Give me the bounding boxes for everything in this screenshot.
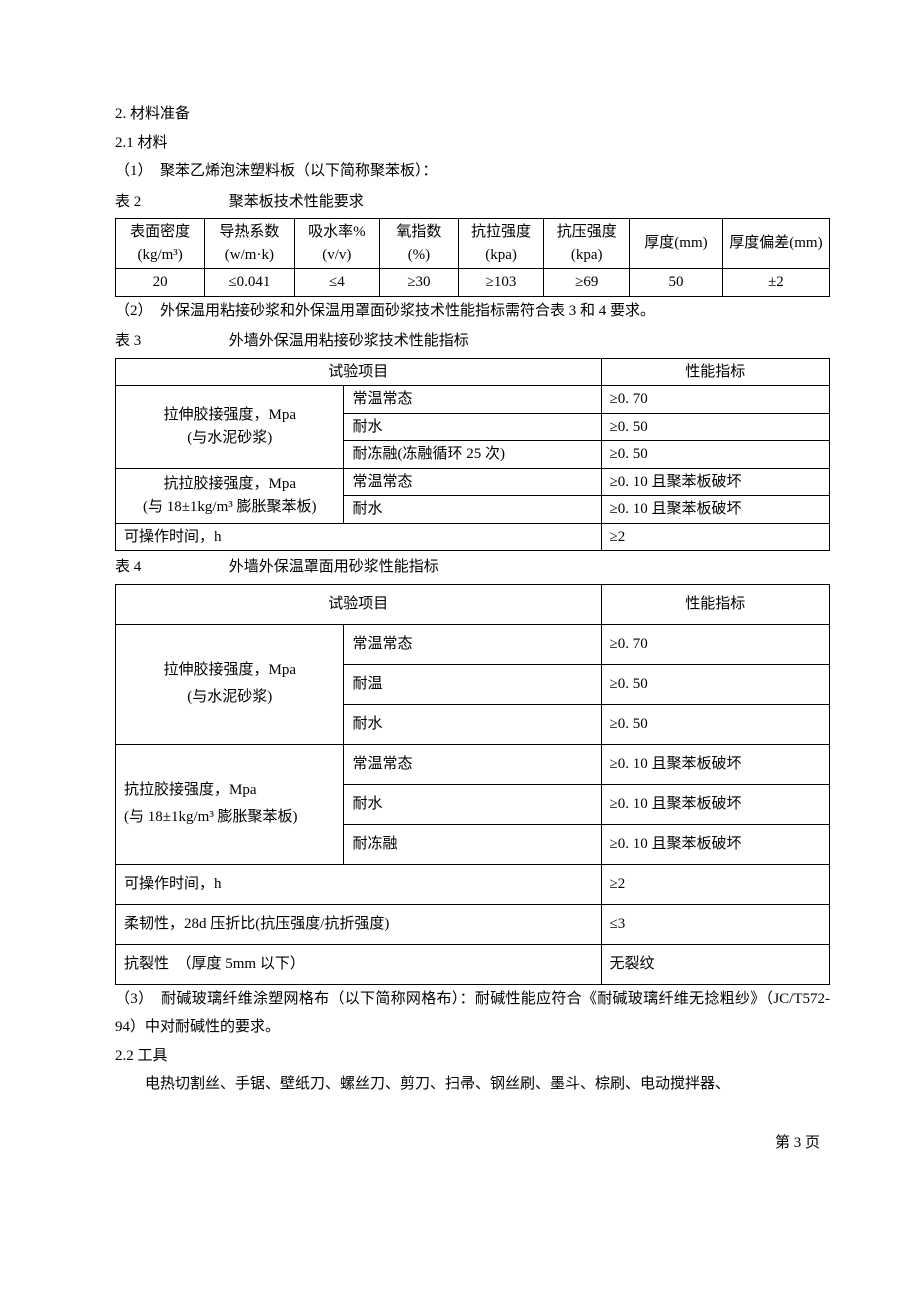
table-row: 20 ≤0.041 ≤4 ≥30 ≥103 ≥69 50 ±2 [116,269,830,297]
t3-r2a-c: 常温常态 [344,468,601,496]
table-4: 试验项目 性能指标 拉伸胶接强度，Mpa(与水泥砂浆) 常温常态 ≥0. 70 … [115,584,830,985]
table-row: 可操作时间，h ≥2 [116,523,830,551]
t2-h6: 厚度(mm) [630,219,723,269]
t3-r3-lbl: 可操作时间，h [116,523,602,551]
table-row: 拉伸胶接强度，Mpa(与水泥砂浆) 常温常态 ≥0. 70 [116,624,830,664]
t4-r5-lbl: 抗裂性 （厚度 5mm 以下） [116,944,602,984]
t4-r1c-v: ≥0. 50 [601,704,830,744]
t3-r1c-v: ≥0. 50 [601,441,830,469]
item-3: （3） 耐碱玻璃纤维涂塑网格布（以下简称网格布）：耐碱性能应符合《耐碱玻璃纤维无… [115,985,830,1042]
t4-r3-v: ≥2 [601,864,830,904]
table4-label: 表 4 [115,553,225,582]
t2-h3: 氧指数(%) [380,219,459,269]
t4-r1b-c: 耐温 [344,664,601,704]
t4-r1b-v: ≥0. 50 [601,664,830,704]
table-row: 抗裂性 （厚度 5mm 以下） 无裂纹 [116,944,830,984]
t3-r1b-v: ≥0. 50 [601,413,830,441]
table-row: 柔韧性，28d 压折比(抗压强度/抗折强度) ≤3 [116,904,830,944]
t4-r1-lbl: 拉伸胶接强度，Mpa(与水泥砂浆) [116,624,344,744]
heading-2-1: 2.1 材料 [115,129,830,158]
t2-h2: 吸水率%(v/v) [294,219,380,269]
t4-r1c-c: 耐水 [344,704,601,744]
table-2: 表面密度(kg/m³) 导热系数(w/m·k) 吸水率%(v/v) 氧指数(%)… [115,218,830,297]
t2-h7: 厚度偏差(mm) [722,219,829,269]
t4-r1a-v: ≥0. 70 [601,624,830,664]
t3-hdr-spec: 性能指标 [601,358,830,386]
table-row: 抗拉胶接强度，Mpa(与 18±1kg/m³ 膨胀聚苯板) 常温常态 ≥0. 1… [116,744,830,784]
t4-r2b-v: ≥0. 10 且聚苯板破坏 [601,784,830,824]
t3-r1a-c: 常温常态 [344,386,601,414]
t2-h5: 抗压强度(kpa) [544,219,630,269]
t4-r2-lbl: 抗拉胶接强度，Mpa(与 18±1kg/m³ 膨胀聚苯板) [116,744,344,864]
t2-h0: 表面密度(kg/m³) [116,219,205,269]
table4-caption: 表 4 外墙外保温罩面用砂浆性能指标 [115,553,830,582]
table-row: 试验项目 性能指标 [116,358,830,386]
t4-r4-v: ≤3 [601,904,830,944]
t2-c1: ≤0.041 [205,269,294,297]
t3-r2-lbl: 抗拉胶接强度，Mpa(与 18±1kg/m³ 膨胀聚苯板) [116,468,344,523]
tools-paragraph: 电热切割丝、手锯、壁纸刀、螺丝刀、剪刀、扫帚、钢丝刷、墨斗、棕刷、电动搅拌器、 [115,1070,830,1099]
t2-c7: ±2 [722,269,829,297]
t3-r1-lbl: 拉伸胶接强度，Mpa(与水泥砂浆) [116,386,344,469]
t4-r3-lbl: 可操作时间，h [116,864,602,904]
t2-h1: 导热系数(w/m·k) [205,219,294,269]
item-2: （2） 外保温用粘接砂浆和外保温用罩面砂浆技术性能指标需符合表 3 和 4 要求… [115,297,830,326]
table2-caption: 表 2 聚苯板技术性能要求 [115,188,830,217]
t4-r2c-c: 耐冻融 [344,824,601,864]
t2-c2: ≤4 [294,269,380,297]
heading-2: 2. 材料准备 [115,100,830,129]
t2-c4: ≥103 [458,269,544,297]
t4-r2a-c: 常温常态 [344,744,601,784]
t2-c3: ≥30 [380,269,459,297]
t4-hdr-item: 试验项目 [116,584,602,624]
t3-r2b-c: 耐水 [344,496,601,524]
t3-r1c-c: 耐冻融(冻融循环 25 次) [344,441,601,469]
table-row: 表面密度(kg/m³) 导热系数(w/m·k) 吸水率%(v/v) 氧指数(%)… [116,219,830,269]
table-3: 试验项目 性能指标 拉伸胶接强度，Mpa(与水泥砂浆) 常温常态 ≥0. 70 … [115,358,830,552]
item-1: （1） 聚苯乙烯泡沫塑料板（以下简称聚苯板）： [115,157,830,186]
t3-r3-v: ≥2 [601,523,830,551]
t3-r1a-v: ≥0. 70 [601,386,830,414]
t4-r5-v: 无裂纹 [601,944,830,984]
table4-title: 外墙外保温罩面用砂浆性能指标 [229,559,439,575]
t3-r2b-v: ≥0. 10 且聚苯板破坏 [601,496,830,524]
t4-hdr-spec: 性能指标 [601,584,830,624]
table2-label: 表 2 [115,188,225,217]
t4-r4-lbl: 柔韧性，28d 压折比(抗压强度/抗折强度) [116,904,602,944]
t4-r2b-c: 耐水 [344,784,601,824]
t2-c6: 50 [630,269,723,297]
table-row: 抗拉胶接强度，Mpa(与 18±1kg/m³ 膨胀聚苯板) 常温常态 ≥0. 1… [116,468,830,496]
table-row: 试验项目 性能指标 [116,584,830,624]
table3-label: 表 3 [115,327,225,356]
page-footer: 第 3 页 [115,1129,830,1158]
t4-r2a-v: ≥0. 10 且聚苯板破坏 [601,744,830,784]
t2-c5: ≥69 [544,269,630,297]
table-row: 拉伸胶接强度，Mpa(与水泥砂浆) 常温常态 ≥0. 70 [116,386,830,414]
t3-r2a-v: ≥0. 10 且聚苯板破坏 [601,468,830,496]
t2-h4: 抗拉强度(kpa) [458,219,544,269]
table-row: 可操作时间，h ≥2 [116,864,830,904]
table3-title: 外墙外保温用粘接砂浆技术性能指标 [229,333,469,349]
t3-r1b-c: 耐水 [344,413,601,441]
t2-c0: 20 [116,269,205,297]
heading-2-2: 2.2 工具 [115,1042,830,1071]
table2-title: 聚苯板技术性能要求 [229,194,364,210]
t3-hdr-item: 试验项目 [116,358,602,386]
table3-caption: 表 3 外墙外保温用粘接砂浆技术性能指标 [115,327,830,356]
t4-r2c-v: ≥0. 10 且聚苯板破坏 [601,824,830,864]
t4-r1a-c: 常温常态 [344,624,601,664]
